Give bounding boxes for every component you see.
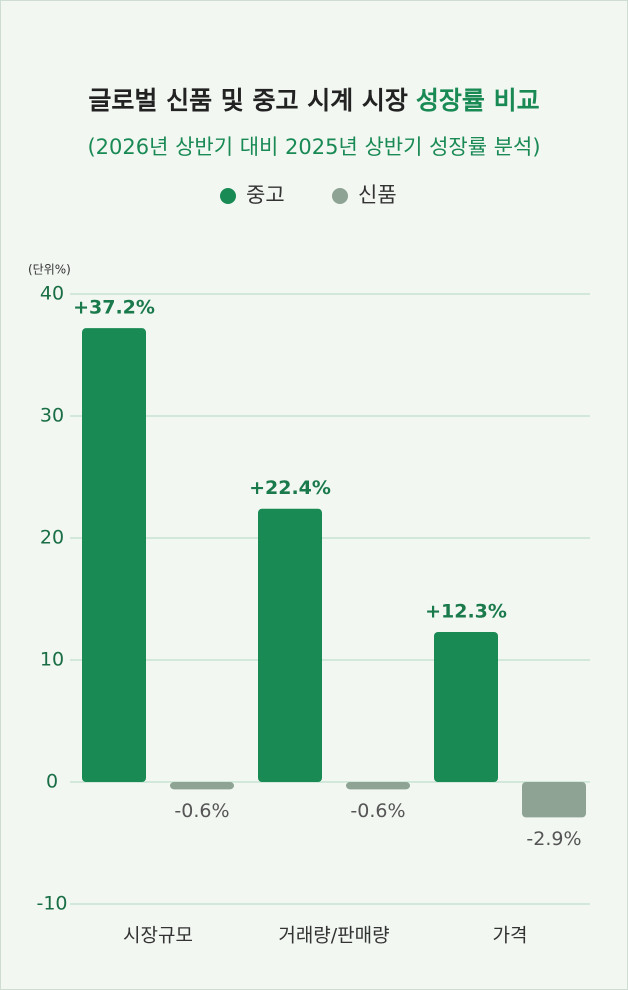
value-label: -2.9% bbox=[526, 828, 581, 850]
y-tick-label: 20 bbox=[40, 527, 64, 549]
title-main: 글로벌 신품 및 중고 시계 시장 bbox=[88, 86, 408, 115]
subtitle: (2026년 상반기 대비 2025년 상반기 성장률 분석) bbox=[87, 135, 540, 159]
value-label: +12.3% bbox=[425, 600, 507, 622]
bar bbox=[434, 631, 498, 782]
chart-title: 글로벌 신품 및 중고 시계 시장 성장률 비교 bbox=[88, 86, 539, 115]
x-tick-label: 시장규모 bbox=[123, 925, 193, 947]
legend-marker bbox=[332, 188, 348, 204]
y-tick-label: 30 bbox=[40, 405, 64, 427]
y-tick-label: -10 bbox=[36, 893, 67, 915]
bar bbox=[258, 508, 322, 782]
unit-label: (단위%) bbox=[28, 263, 71, 277]
y-tick-label: 0 bbox=[46, 771, 58, 793]
bar bbox=[82, 328, 146, 782]
y-tick-label: 10 bbox=[40, 649, 64, 671]
value-label: +22.4% bbox=[249, 477, 331, 499]
bar bbox=[522, 782, 586, 818]
x-tick-label: 거래량/판매량 bbox=[278, 925, 389, 947]
title-highlight: 성장률 비교 bbox=[416, 86, 540, 115]
legend-label: 신품 bbox=[358, 183, 397, 207]
bar bbox=[346, 782, 410, 790]
value-label: -0.6% bbox=[350, 800, 405, 822]
legend-label: 중고 bbox=[246, 183, 285, 207]
value-label: -0.6% bbox=[174, 800, 229, 822]
value-label: +37.2% bbox=[73, 297, 155, 319]
bar bbox=[170, 782, 234, 790]
legend-marker bbox=[220, 188, 236, 204]
x-tick-label: 가격 bbox=[493, 925, 528, 947]
y-tick-label: 40 bbox=[40, 283, 64, 305]
